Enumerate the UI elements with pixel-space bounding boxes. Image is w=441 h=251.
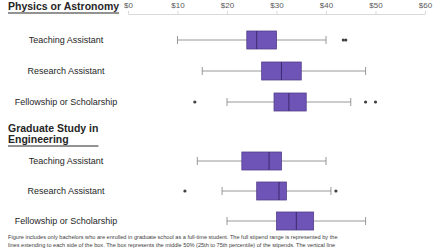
tick-label: $10 [171,1,185,10]
tick-mark [326,11,327,14]
whisker-cap [326,157,327,165]
box [247,31,277,49]
plot-marks [178,31,378,230]
tick: $50 [369,1,383,14]
whisker-cap [326,36,327,44]
tick-label: $30 [270,1,284,10]
caption: Figure includes only bachelors who are e… [8,234,338,240]
tick-label: $40 [320,1,334,10]
outlier [193,100,196,103]
box [242,152,282,170]
header-underline [8,13,119,14]
caption: lines extending to each side of the box.… [8,242,335,248]
whisker-cap [227,217,228,225]
whisker-cap [222,187,223,195]
outlier [344,38,347,41]
median [256,31,257,49]
whisker-cap [177,36,178,44]
category-label: Teaching Assistant [29,156,104,166]
category-label: Fellowship or Scholarship [15,216,118,226]
median [296,212,297,230]
whisker-cap [365,217,366,225]
category-label: Research Assistant [27,186,105,196]
tick-mark [128,11,129,14]
whisker-cap [202,67,203,75]
tick-label: $50 [369,1,383,10]
box [257,182,287,200]
tick-label: $20 [221,1,235,10]
whisker-cap [365,67,366,75]
category-label: Fellowship or Scholarship [15,97,118,107]
box [262,62,302,80]
median [281,62,282,80]
box [277,212,314,230]
outlier [183,189,186,192]
whisker-cap [197,157,198,165]
tick-mark [376,11,377,14]
tick-mark [227,11,228,14]
category-label: Teaching Assistant [29,35,104,45]
tick-mark [178,11,179,14]
tick: $20 [221,1,235,14]
tick: $40 [320,1,334,14]
x-axis: $0 $10 $20 $30 $40 $50 $60 [124,1,433,15]
outlier [364,100,367,103]
tick: $60 [419,1,433,14]
group-header: Graduate Study inEngineering [8,122,98,145]
category-label: Research Assistant [27,66,105,76]
tick-mark [277,11,278,14]
labels: Physics or Astronomy Teaching Assistant Re… [8,0,338,248]
tick: $10 [171,1,185,14]
tick-label: $0 [124,1,133,10]
whisker-cap [350,98,351,106]
outlier [334,189,337,192]
tick-label: $60 [419,1,433,10]
group-header: Physics or Astronomy [8,0,119,12]
whisker-cap [330,187,331,195]
header-underline [8,146,98,147]
box [274,93,306,111]
median [278,182,279,200]
outlier [374,100,377,103]
median [269,152,270,170]
median [288,93,289,111]
axis-line [129,14,426,15]
tick: $0 [124,1,133,14]
whisker-cap [227,98,228,106]
tick: $30 [270,1,284,14]
tick-mark [425,11,426,14]
chart: $0 $10 $20 $30 $40 $50 $60 Physics or Astronomy… [0,0,441,251]
